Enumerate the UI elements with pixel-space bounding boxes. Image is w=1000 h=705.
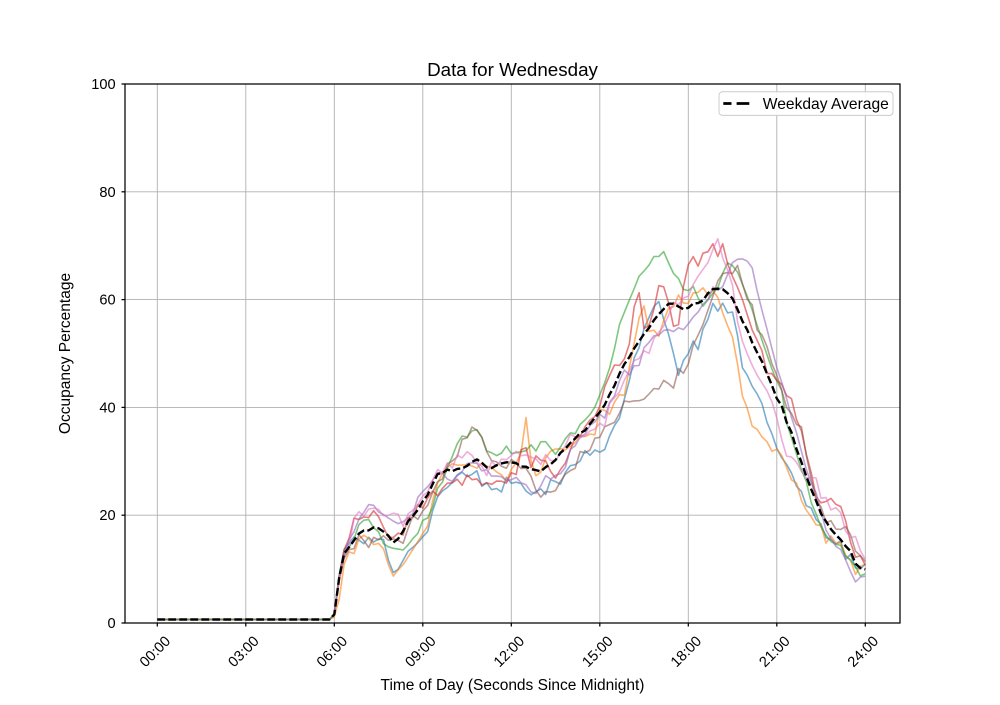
svg-text:Time of Day (Seconds Since Mid: Time of Day (Seconds Since Midnight) (381, 677, 645, 694)
svg-text:40: 40 (99, 400, 115, 416)
svg-text:100: 100 (91, 77, 115, 93)
svg-text:Occupancy Percentage: Occupancy Percentage (57, 273, 74, 434)
svg-text:0: 0 (107, 616, 115, 632)
svg-text:20: 20 (99, 508, 115, 524)
svg-text:Data for Wednesday: Data for Wednesday (427, 59, 598, 80)
svg-text:60: 60 (99, 293, 115, 309)
svg-text:Weekday Average: Weekday Average (763, 96, 889, 113)
svg-text:80: 80 (99, 185, 115, 201)
